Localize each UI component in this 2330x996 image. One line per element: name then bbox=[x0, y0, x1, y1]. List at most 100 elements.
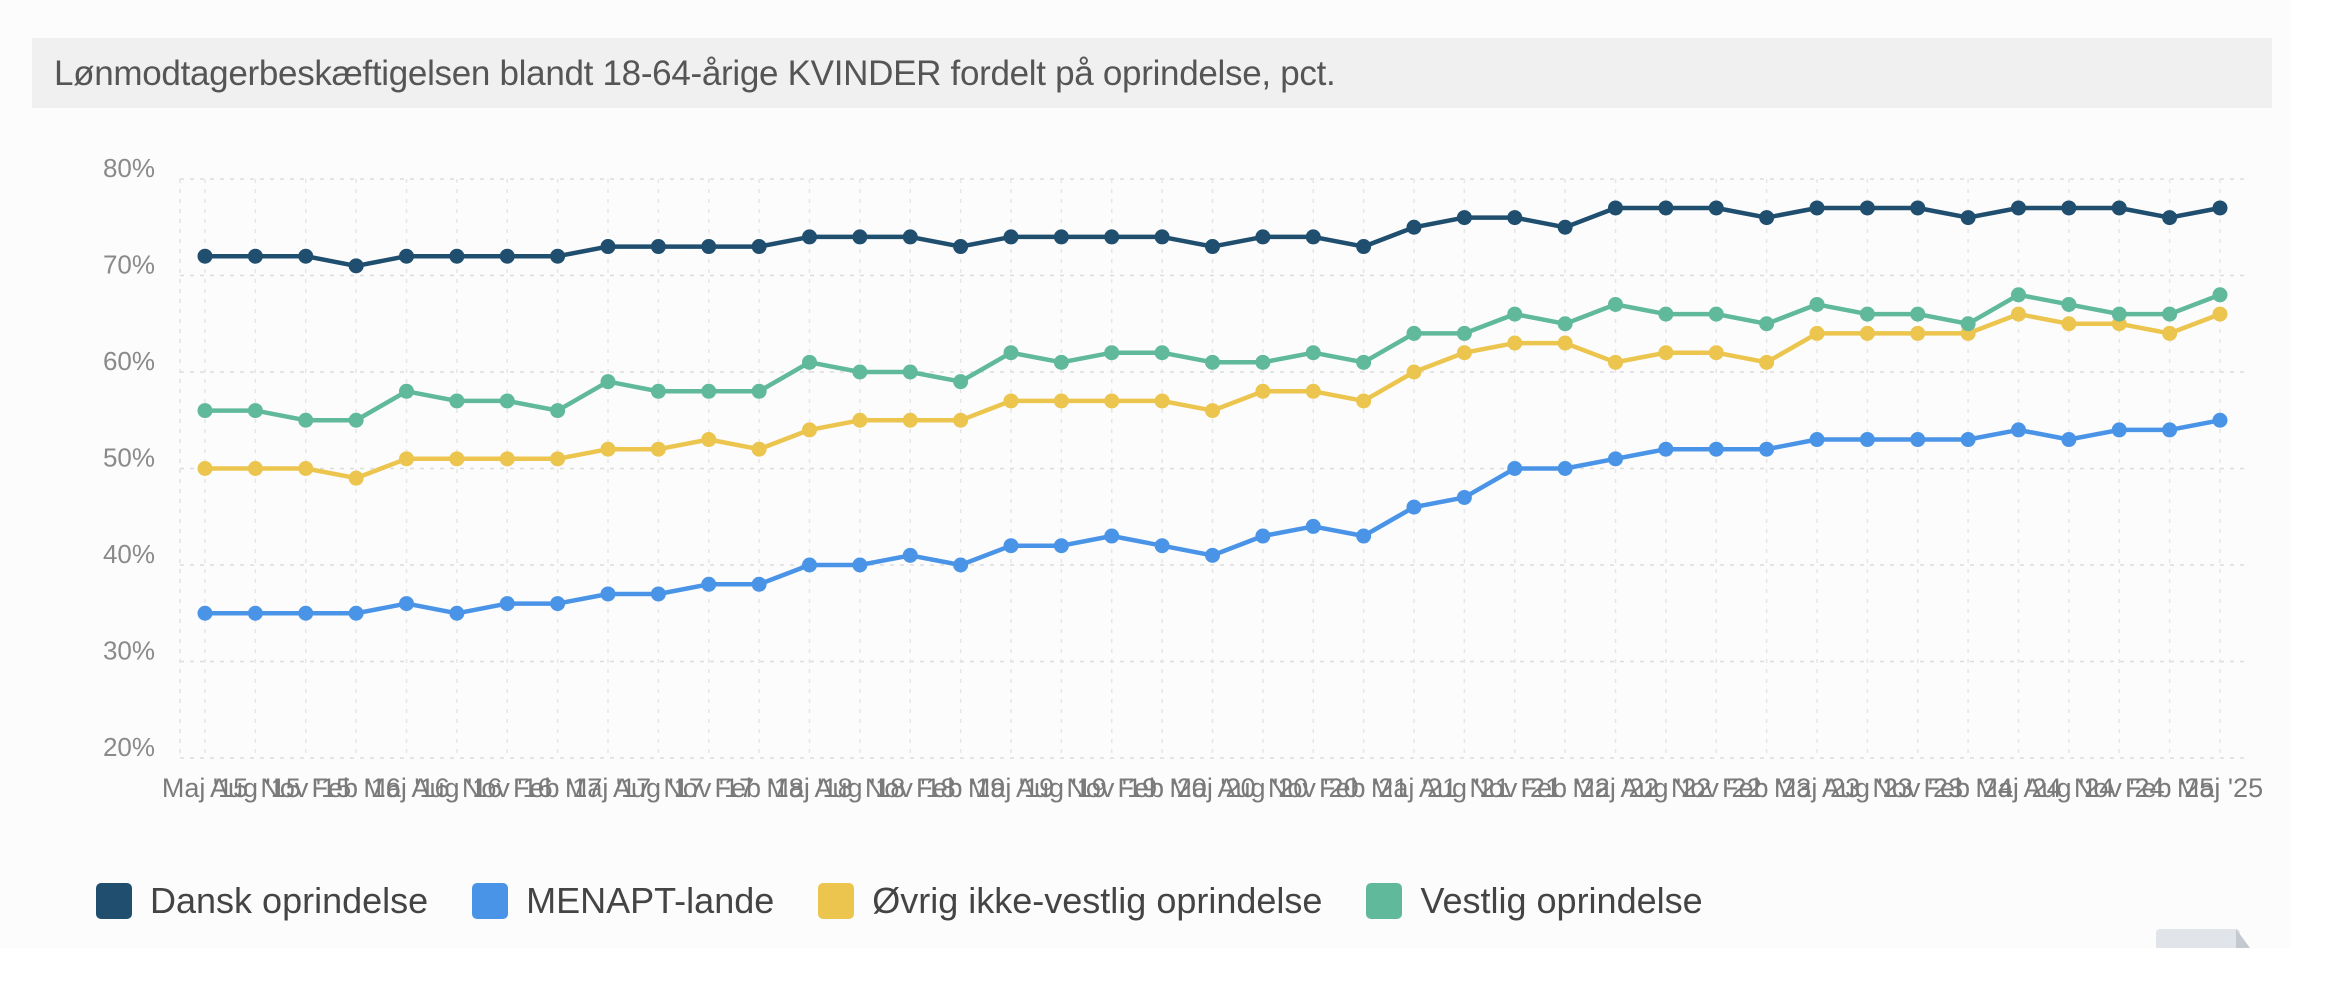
data-point bbox=[1608, 296, 1623, 312]
x-tick-label: Nov '23 bbox=[1872, 773, 1963, 803]
data-point bbox=[1456, 345, 1472, 361]
data-point bbox=[2212, 412, 2228, 428]
data-point bbox=[650, 383, 666, 399]
legend-swatch-vestlig bbox=[1366, 883, 1403, 919]
chart-panel bbox=[0, 0, 2290, 948]
legend-label-dansk: Dansk oprindelse bbox=[150, 880, 429, 921]
data-point bbox=[1910, 200, 1926, 216]
x-tick-label: Maj '17 bbox=[565, 773, 651, 803]
data-point bbox=[1255, 383, 1271, 399]
data-point bbox=[802, 557, 817, 573]
x-tick-label: Feb '17 bbox=[513, 773, 602, 803]
x-tick-label: Nov '19 bbox=[1066, 773, 1157, 803]
data-point bbox=[1406, 499, 1422, 515]
data-point bbox=[247, 605, 263, 621]
x-tick-label: Nov '18 bbox=[865, 773, 956, 803]
x-tick-label: Aug '22 bbox=[1621, 773, 1712, 803]
data-point bbox=[802, 422, 817, 438]
legend-item-dansk[interactable]: Dansk oprindelse bbox=[96, 880, 428, 922]
data-point bbox=[1658, 306, 1674, 322]
data-point bbox=[1708, 306, 1724, 322]
x-tick-label: Aug '16 bbox=[412, 773, 503, 803]
data-point bbox=[1809, 296, 1825, 312]
data-point bbox=[650, 239, 666, 255]
legend-item-menapt[interactable]: MENAPT-lande bbox=[472, 880, 774, 922]
y-tick-label: 80% bbox=[103, 153, 155, 183]
corner-tab[interactable] bbox=[2156, 929, 2250, 948]
data-point bbox=[1104, 345, 1120, 361]
legend-item-ovrig[interactable]: Øvrig ikke-vestlig oprindelse bbox=[818, 880, 1322, 922]
data-point bbox=[953, 557, 969, 573]
data-point bbox=[2011, 200, 2026, 216]
data-point bbox=[1406, 325, 1422, 341]
data-point bbox=[751, 441, 767, 457]
data-point bbox=[1960, 210, 1976, 226]
data-point bbox=[1456, 210, 1472, 226]
y-tick-label: 30% bbox=[103, 636, 155, 666]
data-point bbox=[802, 229, 817, 245]
data-point bbox=[1759, 316, 1775, 332]
data-point bbox=[1305, 345, 1321, 361]
chart-title: Lønmodtagerbeskæftigelsen blandt 18-64-å… bbox=[54, 54, 1336, 93]
data-point bbox=[247, 248, 263, 264]
data-point bbox=[2061, 200, 2077, 216]
data-point bbox=[1507, 335, 1523, 351]
data-point bbox=[2061, 432, 2077, 448]
data-point bbox=[1003, 393, 1019, 409]
x-tick-label: Maj '15 bbox=[162, 773, 248, 803]
data-point bbox=[550, 248, 566, 264]
x-tick-label: Maj '22 bbox=[1572, 773, 1658, 803]
x-tick-label: Maj '18 bbox=[766, 773, 852, 803]
data-point bbox=[499, 596, 515, 612]
data-point bbox=[550, 451, 566, 467]
y-tick-label: 40% bbox=[103, 539, 155, 569]
data-point bbox=[1608, 354, 1623, 370]
legend-swatch-dansk bbox=[96, 883, 132, 919]
data-point bbox=[1960, 316, 1976, 332]
data-point bbox=[1708, 200, 1724, 216]
data-point bbox=[1205, 239, 1220, 255]
data-point bbox=[1658, 345, 1674, 361]
data-point bbox=[1255, 528, 1271, 544]
legend-swatch-menapt bbox=[472, 883, 509, 919]
data-point bbox=[449, 248, 465, 264]
data-point bbox=[701, 383, 717, 399]
x-tick-label: Feb '18 bbox=[715, 773, 804, 803]
legend-label-ovrig: Øvrig ikke-vestlig oprindelse bbox=[872, 880, 1323, 921]
x-tick-label: Nov '20 bbox=[1268, 773, 1359, 803]
data-point bbox=[197, 605, 213, 621]
data-point bbox=[1356, 393, 1372, 409]
data-point bbox=[902, 412, 918, 428]
x-tick-label: Feb '24 bbox=[1924, 773, 2013, 803]
data-point bbox=[499, 248, 515, 264]
x-tick-label: Nov '24 bbox=[2074, 773, 2165, 803]
data-point bbox=[1104, 229, 1120, 245]
data-point bbox=[902, 547, 918, 563]
y-tick-label: 20% bbox=[103, 732, 155, 762]
data-point bbox=[600, 441, 616, 457]
data-point bbox=[348, 412, 364, 428]
data-point bbox=[2011, 287, 2026, 303]
x-tick-label: Aug '21 bbox=[1419, 773, 1510, 803]
data-point bbox=[298, 605, 314, 621]
data-point bbox=[2061, 316, 2077, 332]
data-point bbox=[1154, 538, 1170, 554]
data-point bbox=[1910, 306, 1926, 322]
data-point bbox=[1205, 354, 1220, 370]
data-point bbox=[1708, 441, 1724, 457]
legend-item-vestlig[interactable]: Vestlig oprindelse bbox=[1366, 880, 1703, 922]
x-tick-label: Nov '15 bbox=[260, 773, 351, 803]
data-point bbox=[449, 451, 465, 467]
data-point bbox=[1960, 432, 1976, 448]
data-point bbox=[399, 596, 414, 612]
data-point bbox=[1557, 461, 1573, 476]
data-point bbox=[1356, 528, 1372, 544]
data-point bbox=[1305, 383, 1321, 399]
data-point bbox=[1205, 547, 1220, 563]
data-point bbox=[1557, 219, 1573, 235]
data-point bbox=[1356, 239, 1372, 255]
data-point bbox=[1255, 229, 1271, 245]
data-point bbox=[1809, 325, 1825, 341]
